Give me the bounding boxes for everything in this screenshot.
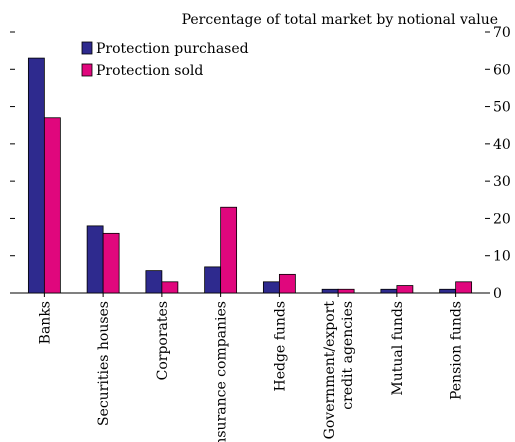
x-label-5-line-0: Government/export — [322, 301, 338, 440]
x-label-0: Banks — [37, 301, 53, 344]
y-tick-label-10: 10 — [493, 249, 511, 265]
y-tick-label-60: 60 — [493, 62, 511, 78]
legend-label-sold: Protection sold — [96, 63, 203, 79]
chart-title: Percentage of total market by notional v… — [182, 12, 498, 28]
bar-sold-2 — [161, 281, 179, 294]
legend: Protection purchased Protection sold — [81, 41, 249, 79]
y-tick-label-20: 20 — [493, 211, 511, 227]
legend-label-purchased: Protection purchased — [96, 41, 249, 57]
bar-sold-3 — [220, 206, 238, 294]
bar-sold-6 — [396, 285, 414, 294]
bar-purchased-1 — [86, 225, 104, 294]
bar-sold-4 — [278, 273, 296, 294]
bar-purchased-7 — [439, 288, 457, 294]
x-label-7: Pension funds — [449, 301, 465, 400]
bar-purchased-6 — [380, 288, 398, 294]
x-label-3: Insurance companies — [214, 301, 230, 442]
bar-purchased-3 — [204, 266, 222, 294]
bar-purchased-4 — [262, 281, 280, 294]
bar-purchased-2 — [145, 270, 163, 294]
x-label-2: Corporates — [155, 301, 171, 380]
bars — [27, 57, 473, 294]
x-axis-labels: Banks Securities houses Corporates Insuranc… — [37, 293, 465, 442]
legend-swatch-purchased — [81, 41, 93, 55]
y-tick-label-70: 70 — [493, 25, 511, 41]
bar-sold-1 — [102, 232, 120, 294]
x-label-6: Mutual funds — [390, 301, 406, 396]
bar-purchased-0 — [27, 57, 45, 294]
y-tick-label-50: 50 — [493, 100, 511, 116]
x-label-1: Securities houses — [96, 301, 112, 426]
y-tick-label-40: 40 — [493, 137, 511, 153]
bar-sold-5 — [337, 288, 355, 294]
bar-sold-7 — [455, 281, 473, 294]
x-label-4: Hedge funds — [272, 301, 288, 392]
axes: 0 10 20 30 40 50 60 70 — [10, 25, 511, 302]
y-tick-label-0: 0 — [493, 286, 502, 302]
x-label-5-line-1: credit agencies — [340, 301, 356, 410]
bar-sold-0 — [43, 117, 61, 294]
bar-purchased-5 — [321, 288, 339, 294]
y-tick-label-30: 30 — [493, 174, 511, 190]
legend-swatch-sold — [81, 63, 93, 77]
